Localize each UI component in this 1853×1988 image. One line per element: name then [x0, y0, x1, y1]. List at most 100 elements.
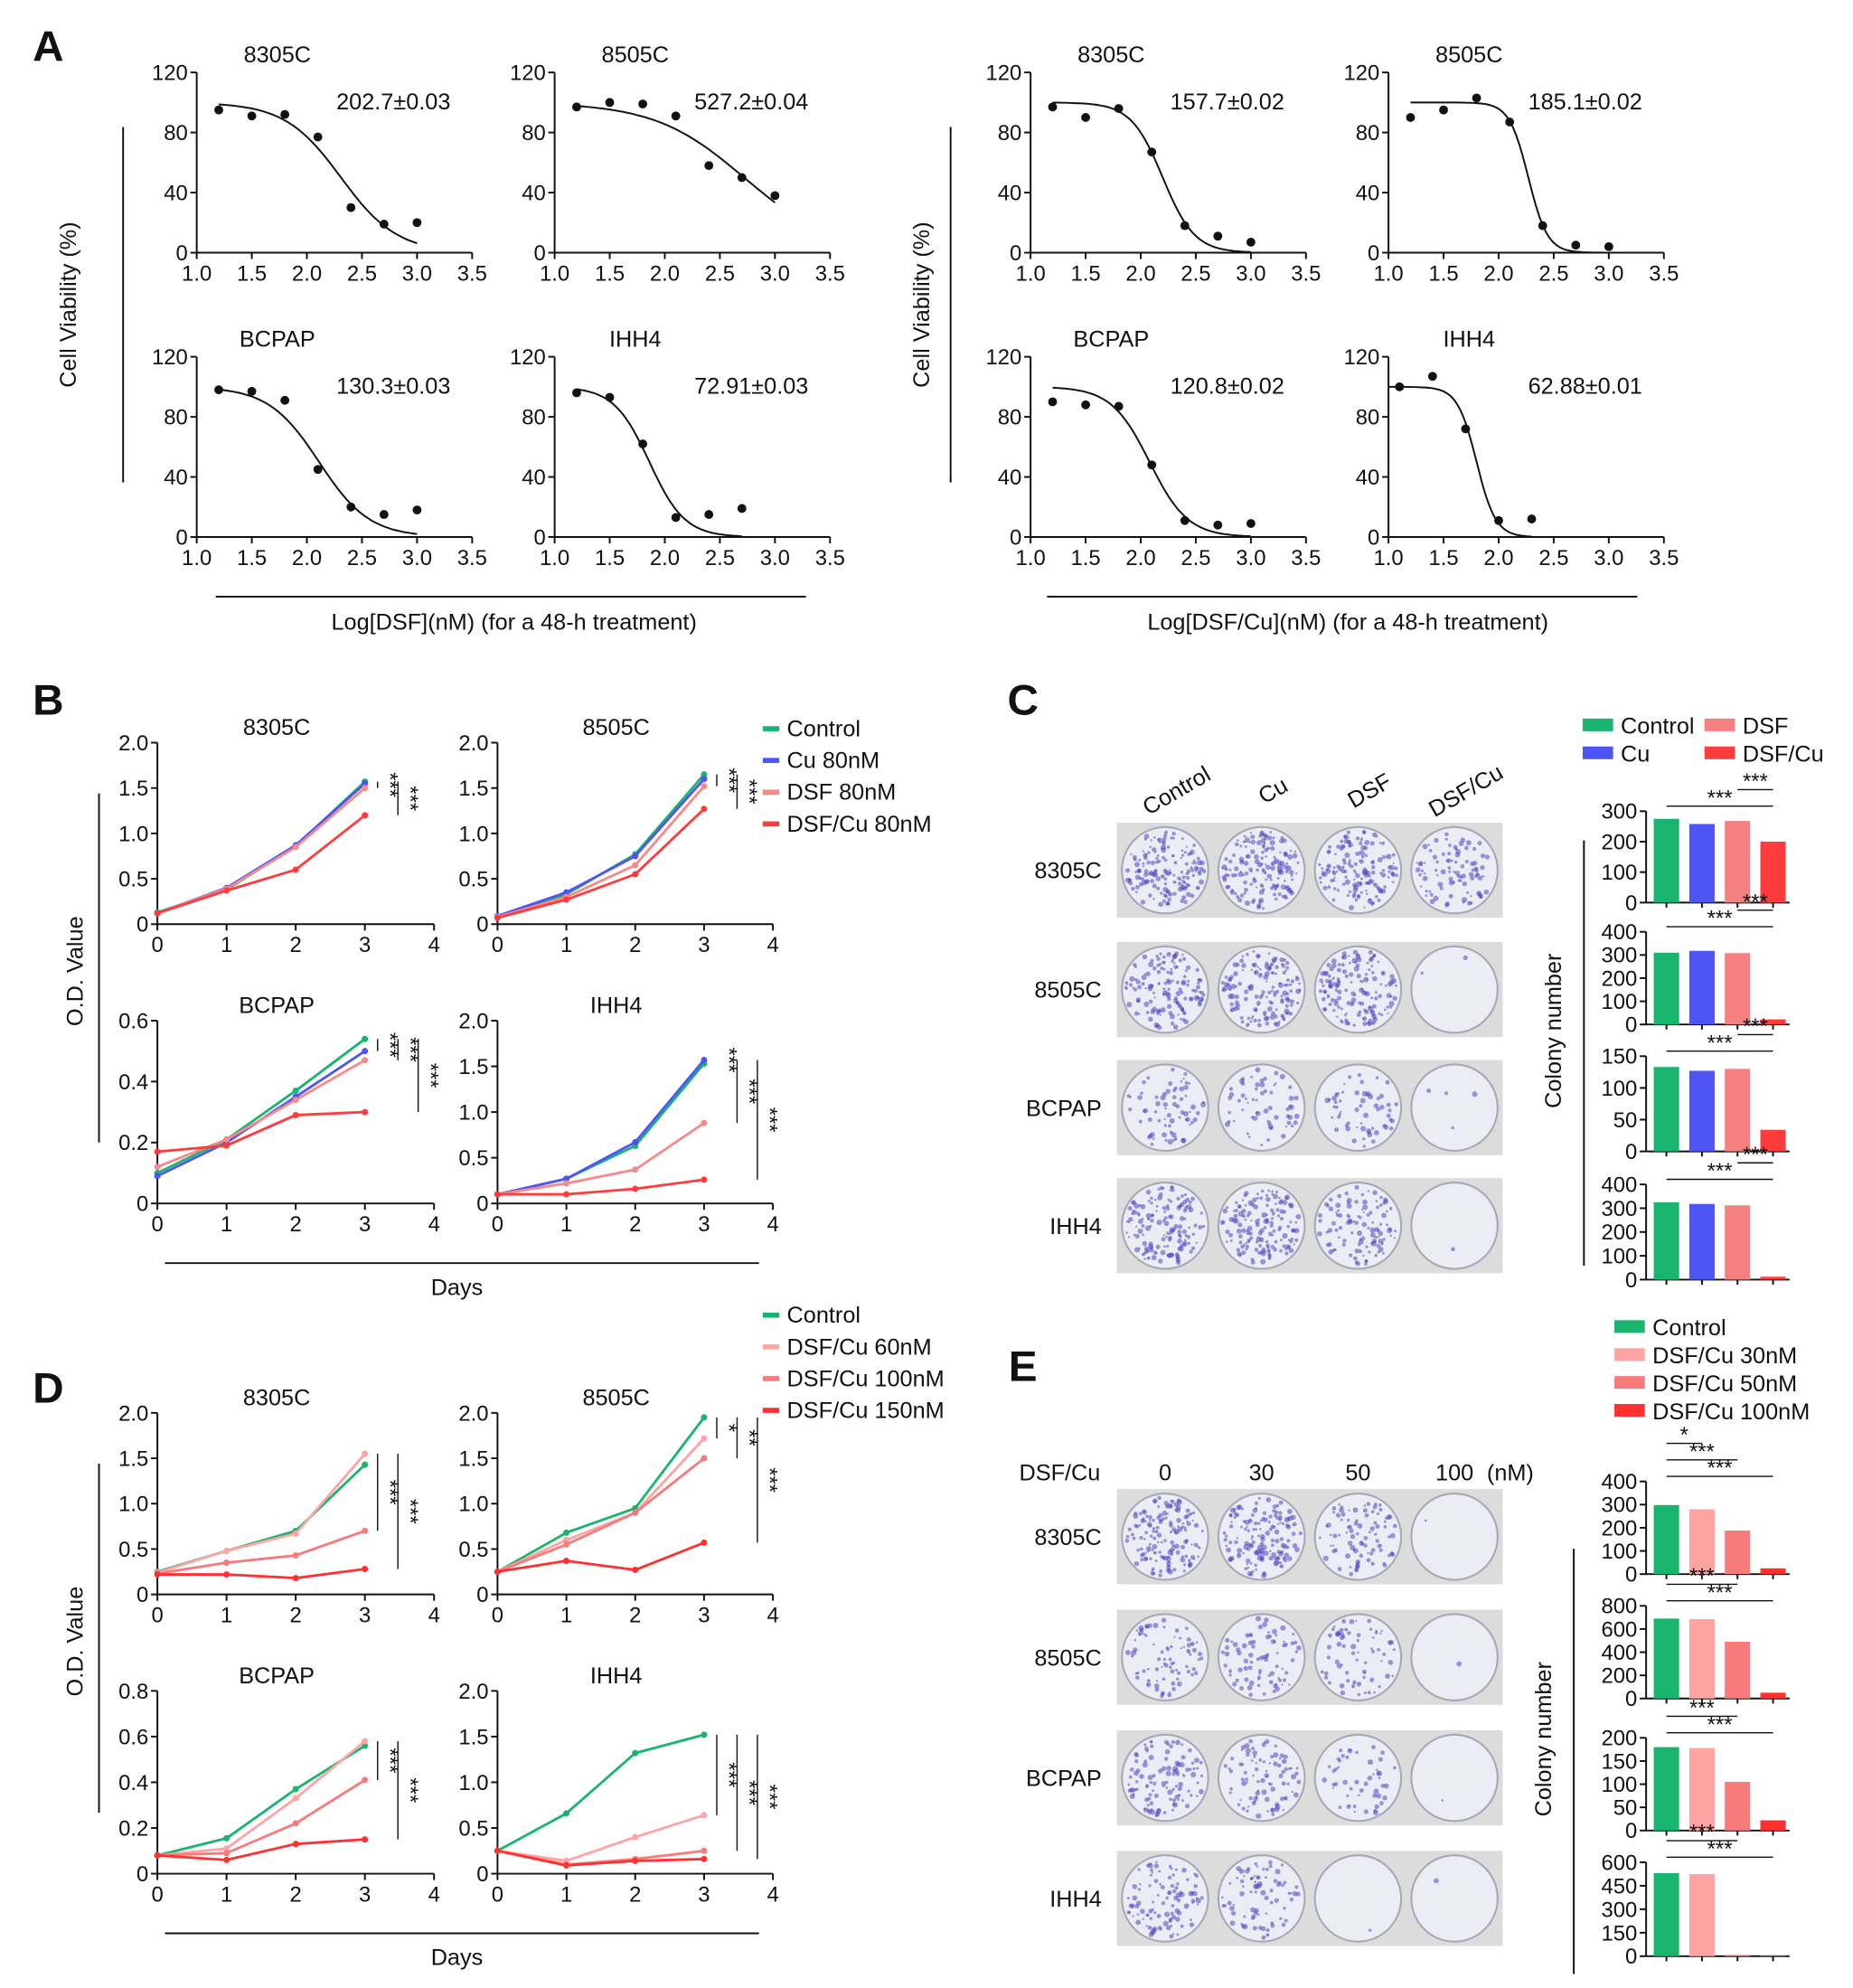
colony	[1326, 963, 1331, 968]
legend-swatch	[762, 1312, 780, 1318]
colony	[1160, 1249, 1166, 1256]
y-tick-label: 1.5	[458, 777, 488, 801]
colony	[1163, 877, 1168, 881]
colony	[1246, 853, 1251, 859]
data-point	[1114, 104, 1124, 113]
colony	[1165, 991, 1171, 996]
colony	[1177, 1230, 1182, 1235]
colony	[1162, 899, 1166, 903]
colony	[1265, 1239, 1269, 1244]
legend-swatch	[1614, 1404, 1645, 1418]
colony	[1150, 839, 1152, 842]
colony	[1262, 1010, 1267, 1015]
colony	[1151, 1567, 1155, 1571]
colony	[1379, 1104, 1385, 1110]
y-tick-label: 0	[136, 1862, 148, 1887]
colony	[1157, 1118, 1162, 1123]
series-line	[156, 1059, 366, 1169]
colony	[1290, 1658, 1295, 1663]
colony	[1337, 1567, 1342, 1571]
colony	[1347, 1075, 1352, 1079]
colony	[1282, 838, 1287, 843]
colony	[1172, 1024, 1179, 1030]
colony	[1175, 1000, 1180, 1004]
colony	[1265, 1933, 1270, 1937]
colony	[1289, 1239, 1293, 1244]
x-tick-label: 2	[290, 1604, 302, 1628]
x-tick-label: 3	[698, 933, 710, 957]
colony	[1295, 872, 1298, 875]
colony	[1341, 1242, 1346, 1247]
colony	[1268, 1680, 1274, 1685]
colony	[1129, 1767, 1134, 1772]
colony	[1183, 1526, 1187, 1530]
colony	[1264, 1773, 1269, 1778]
colony	[1137, 1868, 1141, 1871]
significance-label: ***	[398, 786, 422, 811]
colony	[1227, 985, 1233, 991]
colony	[1286, 865, 1290, 869]
y-tick-label: 300	[1601, 800, 1637, 824]
data-point	[1538, 221, 1547, 231]
colony	[1293, 1243, 1296, 1246]
colony	[1377, 960, 1380, 964]
x-tick-label: 2.5	[705, 261, 735, 286]
colony	[1273, 1193, 1278, 1200]
colony	[1150, 1201, 1153, 1205]
colony	[1256, 966, 1260, 968]
colony	[1175, 991, 1181, 996]
colony	[1128, 1903, 1133, 1908]
colony	[1388, 1206, 1393, 1211]
colony	[1150, 1744, 1154, 1748]
significance-label: ***	[1743, 1143, 1768, 1167]
colony	[1187, 884, 1190, 887]
colony	[1265, 864, 1271, 871]
colony	[1147, 1218, 1150, 1221]
colony	[1257, 1218, 1261, 1221]
colony	[1228, 1540, 1233, 1545]
colony	[1183, 900, 1188, 905]
colony	[1387, 1659, 1394, 1665]
colony	[1287, 1891, 1291, 1895]
colony	[1287, 1115, 1293, 1120]
colony	[1265, 1203, 1269, 1208]
colony	[1157, 1188, 1160, 1191]
colony	[1363, 1008, 1368, 1013]
colony	[1171, 853, 1175, 858]
colony	[1344, 1628, 1348, 1632]
x-tick-label: 2.0	[1483, 546, 1513, 570]
colony	[1278, 1561, 1283, 1565]
colony	[1134, 1233, 1140, 1239]
colony	[1339, 1682, 1345, 1689]
x-tick-label: 3.5	[1649, 261, 1679, 286]
colony	[1143, 1246, 1149, 1251]
colony	[1172, 953, 1178, 958]
y-tick-label: 150	[1601, 1921, 1637, 1946]
colony	[1344, 1123, 1349, 1127]
colony	[1173, 1223, 1179, 1230]
colony	[1290, 874, 1293, 877]
colony	[1170, 1669, 1175, 1674]
colony	[1133, 1203, 1140, 1210]
colony	[1239, 893, 1245, 898]
colony	[1176, 1677, 1180, 1681]
colony	[1374, 1503, 1378, 1506]
colony	[1446, 858, 1452, 863]
colony	[1179, 1891, 1185, 1898]
colony	[1298, 982, 1302, 985]
series-point	[494, 914, 501, 921]
colony	[1359, 859, 1364, 864]
y-tick-label: 1.0	[118, 822, 148, 846]
colony	[1189, 1110, 1191, 1114]
colony	[1284, 1012, 1288, 1015]
series-line	[156, 1744, 366, 1857]
x-tick-label: 3.5	[1649, 546, 1679, 570]
colony	[1228, 1513, 1233, 1518]
colony	[1232, 1119, 1236, 1123]
colony	[1265, 1193, 1269, 1197]
colony	[1331, 1095, 1338, 1101]
colony	[1250, 870, 1253, 873]
colony	[1448, 893, 1453, 899]
y-tick-label: 40	[998, 181, 1022, 205]
colony	[1196, 1767, 1199, 1770]
